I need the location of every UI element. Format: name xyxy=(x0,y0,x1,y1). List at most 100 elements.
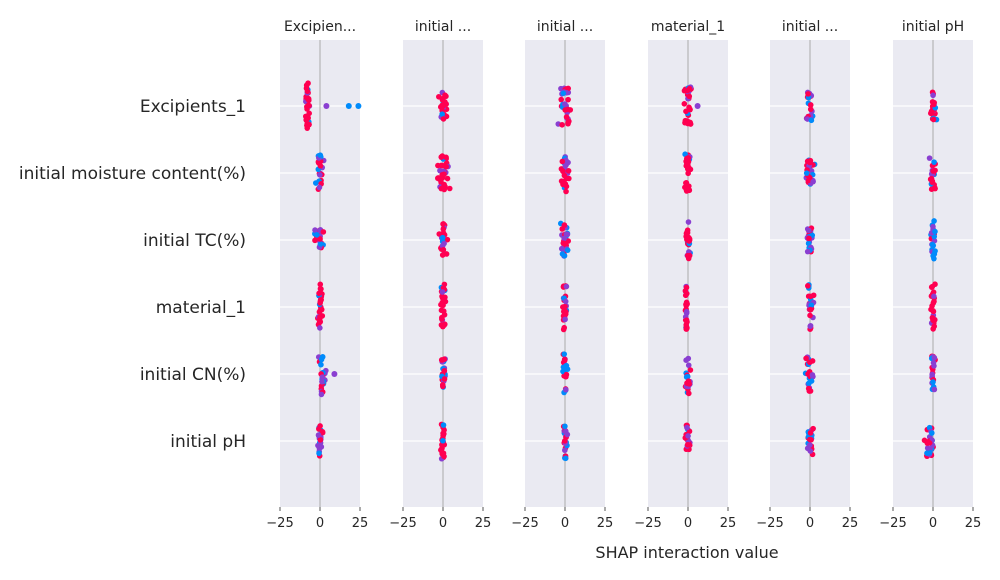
shap-point xyxy=(562,163,569,169)
shap-point xyxy=(559,251,566,257)
shap-point xyxy=(685,380,692,387)
shap-point xyxy=(562,298,569,305)
shap-point xyxy=(439,316,445,322)
panel-title: Excipien... xyxy=(284,19,356,35)
shap-point xyxy=(682,151,688,158)
x-tick-label: −25 xyxy=(634,516,661,531)
x-tick-label: −25 xyxy=(511,516,538,531)
shap-point xyxy=(564,231,571,238)
shap-point xyxy=(681,101,688,107)
shap-point xyxy=(440,226,447,232)
shap-point xyxy=(316,443,322,449)
feature-label: initial CN(%) xyxy=(140,365,246,385)
shap-point xyxy=(440,246,447,253)
shap-point xyxy=(438,154,445,160)
shap-point xyxy=(684,252,691,259)
shap-point xyxy=(806,359,813,366)
shap-point xyxy=(931,298,937,305)
shap-point xyxy=(683,108,689,115)
shap-point xyxy=(803,170,810,176)
shap-point xyxy=(805,371,811,377)
shap-point xyxy=(560,90,567,97)
shap-point xyxy=(805,177,812,184)
shap-point xyxy=(559,158,566,165)
shap-point xyxy=(563,188,569,195)
shap-point xyxy=(323,103,330,109)
panel-title: initial pH xyxy=(902,19,964,35)
feature-label: initial TC(%) xyxy=(143,231,246,251)
shap-point xyxy=(558,245,565,252)
shap-point xyxy=(931,101,937,108)
shap-point xyxy=(440,221,446,227)
shap-point xyxy=(561,357,568,363)
shap-point xyxy=(683,180,689,186)
shap-point xyxy=(317,315,323,322)
shap-point xyxy=(304,88,311,95)
shap-point xyxy=(805,227,812,234)
shap-point xyxy=(441,356,448,363)
shap-point xyxy=(807,323,814,330)
shap-point xyxy=(435,175,442,181)
shap-point xyxy=(316,184,323,191)
panel-title: initial ... xyxy=(537,19,593,35)
shap-point xyxy=(318,391,325,398)
shap-point xyxy=(563,371,570,378)
shap-point xyxy=(929,314,936,321)
x-tick-label: 25 xyxy=(965,516,982,531)
shap-point xyxy=(440,184,447,191)
shap-point xyxy=(930,360,937,366)
shap-point xyxy=(317,436,324,443)
shap-point xyxy=(561,308,567,315)
shap-point xyxy=(560,240,567,246)
x-axis-label: SHAP interaction value xyxy=(595,543,778,562)
shap-point xyxy=(441,367,448,374)
shap-point xyxy=(439,111,445,117)
shap-point xyxy=(929,241,936,248)
shap-point xyxy=(686,93,693,100)
feature-label: initial pH xyxy=(170,432,246,452)
x-tick-label: 0 xyxy=(684,516,692,531)
shap-point xyxy=(316,172,323,178)
shap-point xyxy=(684,166,691,172)
shap-point xyxy=(930,168,937,174)
shap-point xyxy=(318,356,325,363)
shap-point xyxy=(683,317,690,324)
shap-point xyxy=(807,106,814,113)
shap-point xyxy=(804,248,811,255)
shap-point xyxy=(345,103,352,109)
shap-point xyxy=(563,283,570,290)
x-tick-label: 0 xyxy=(439,516,447,531)
shap-point xyxy=(683,310,690,316)
shap-point xyxy=(685,219,692,225)
shap-point xyxy=(558,96,565,103)
panel-title: initial ... xyxy=(415,19,471,35)
panel: initial ... −25 0 25 xyxy=(389,19,491,531)
x-tick-label: 0 xyxy=(561,516,569,531)
shap-point xyxy=(930,92,936,99)
shap-point xyxy=(440,431,447,438)
shap-point xyxy=(805,91,811,97)
shap-point xyxy=(684,229,690,235)
shap-point xyxy=(446,185,453,192)
shap-point xyxy=(686,238,693,244)
shap-point xyxy=(931,354,938,361)
shap-point xyxy=(931,159,937,165)
shap-point xyxy=(562,303,568,310)
shap-point xyxy=(355,103,362,109)
shap-point xyxy=(562,386,569,393)
shap-point xyxy=(808,378,815,384)
shap-point xyxy=(565,238,572,244)
shap-point xyxy=(928,109,935,115)
shap-point xyxy=(304,113,311,120)
shap-point xyxy=(440,437,446,444)
shap-point xyxy=(931,184,938,191)
shap-point xyxy=(316,426,322,432)
x-tick-label: −25 xyxy=(879,516,906,531)
shap-point xyxy=(317,241,324,247)
shap-point xyxy=(805,283,811,289)
feature-label: initial moisture content(%) xyxy=(19,164,246,184)
shap-point xyxy=(807,312,813,319)
x-tick-label: −25 xyxy=(389,516,416,531)
shap-point xyxy=(930,116,937,123)
shap-point xyxy=(439,97,446,103)
